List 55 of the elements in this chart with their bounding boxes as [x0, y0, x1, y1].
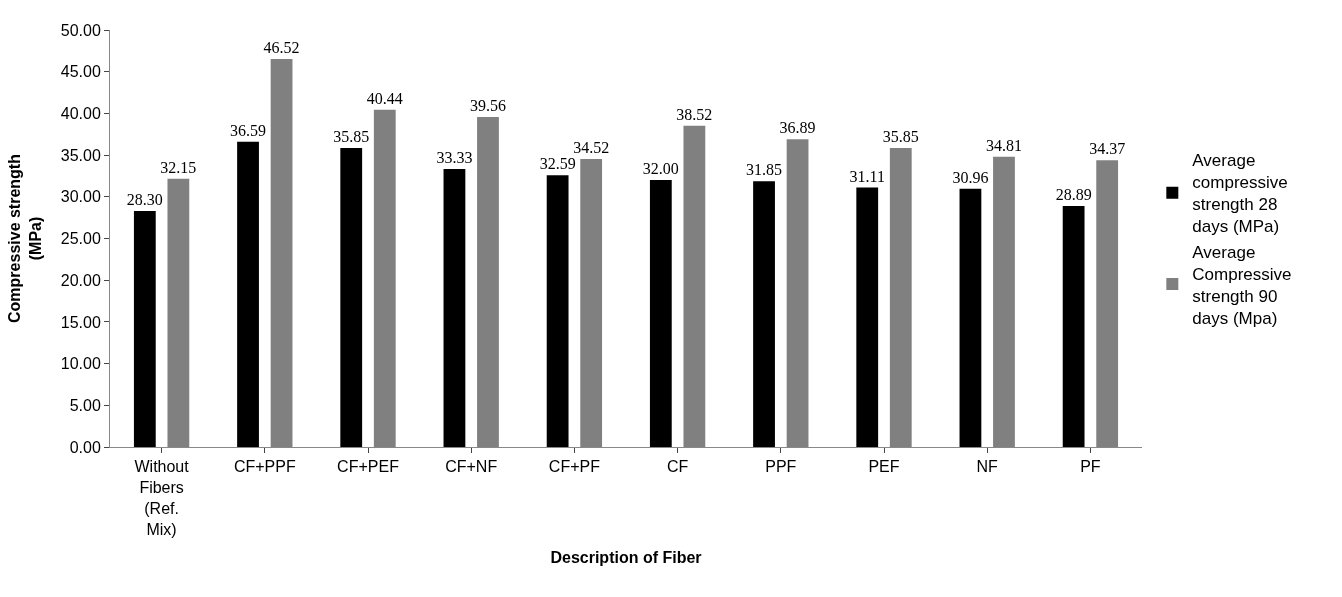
data-label: 32.00	[642, 160, 679, 178]
y-tick-label: 45.00	[60, 63, 101, 81]
data-label: 36.59	[230, 121, 267, 139]
legend-label: Average Compressive strength 90 days (Mpa)	[1192, 242, 1292, 328]
data-label: 39.56	[469, 97, 506, 115]
data-label: 33.33	[436, 149, 473, 167]
bar	[237, 141, 259, 447]
bar	[856, 187, 879, 447]
data-label: 38.52	[676, 105, 713, 123]
y-tick-label: 50.00	[60, 21, 101, 39]
data-label: 31.85	[746, 161, 783, 179]
data-label: 32.59	[539, 155, 576, 173]
x-tick-label: PPF	[765, 458, 797, 476]
data-label: 30.96	[952, 168, 989, 186]
bar	[1062, 206, 1085, 447]
data-label: 28.30	[126, 190, 163, 208]
x-tick-label: CF+PPF	[233, 458, 296, 476]
bar	[649, 180, 672, 447]
bar	[753, 181, 775, 447]
y-tick-label: 10.00	[60, 355, 101, 373]
data-label: 35.85	[882, 128, 919, 146]
bar	[959, 188, 982, 447]
x-axis-title: Description of Fiber	[550, 549, 702, 567]
y-tick-label: 40.00	[60, 105, 101, 122]
data-label: 34.52	[573, 139, 610, 157]
x-tick-label: CF	[666, 458, 689, 476]
y-tick-label: 15.00	[60, 313, 101, 331]
data-label: 46.52	[263, 39, 300, 57]
data-label: 34.81	[985, 136, 1022, 154]
x-tick-label: CF+PEF	[337, 458, 400, 476]
y-tick-label: 0.00	[69, 438, 101, 456]
x-tick-label: PF	[1080, 458, 1101, 476]
data-label: 32.15	[160, 158, 197, 176]
data-label: 36.89	[779, 119, 816, 137]
bar	[340, 148, 363, 447]
x-tick-label: CF+NF	[445, 458, 498, 476]
bar	[133, 210, 156, 447]
legend-label: Average compressive strength 28 days (MPa)	[1192, 151, 1288, 237]
y-tick-label: 20.00	[60, 271, 101, 289]
y-tick-label: 25.00	[60, 230, 101, 248]
x-tick-label: NF	[976, 458, 999, 476]
data-label: 35.85	[333, 128, 370, 146]
data-label: 34.37	[1089, 140, 1126, 158]
y-tick-label: 5.00	[69, 396, 101, 414]
data-label: 31.11	[849, 167, 885, 185]
x-tick-label: Without Fibers (Ref. Mix)	[134, 458, 190, 538]
y-tick-label: 30.00	[60, 188, 101, 206]
y-tick-label: 35.00	[60, 146, 101, 164]
bar	[546, 175, 569, 447]
x-tick-label: PEF	[868, 458, 900, 476]
y-axis-title: Compressive strength (MPa)	[5, 154, 44, 323]
data-label: 40.44	[366, 89, 403, 107]
data-label: 28.89	[1055, 186, 1092, 204]
x-tick-label: CF+PF	[548, 458, 601, 476]
bar	[443, 169, 466, 447]
